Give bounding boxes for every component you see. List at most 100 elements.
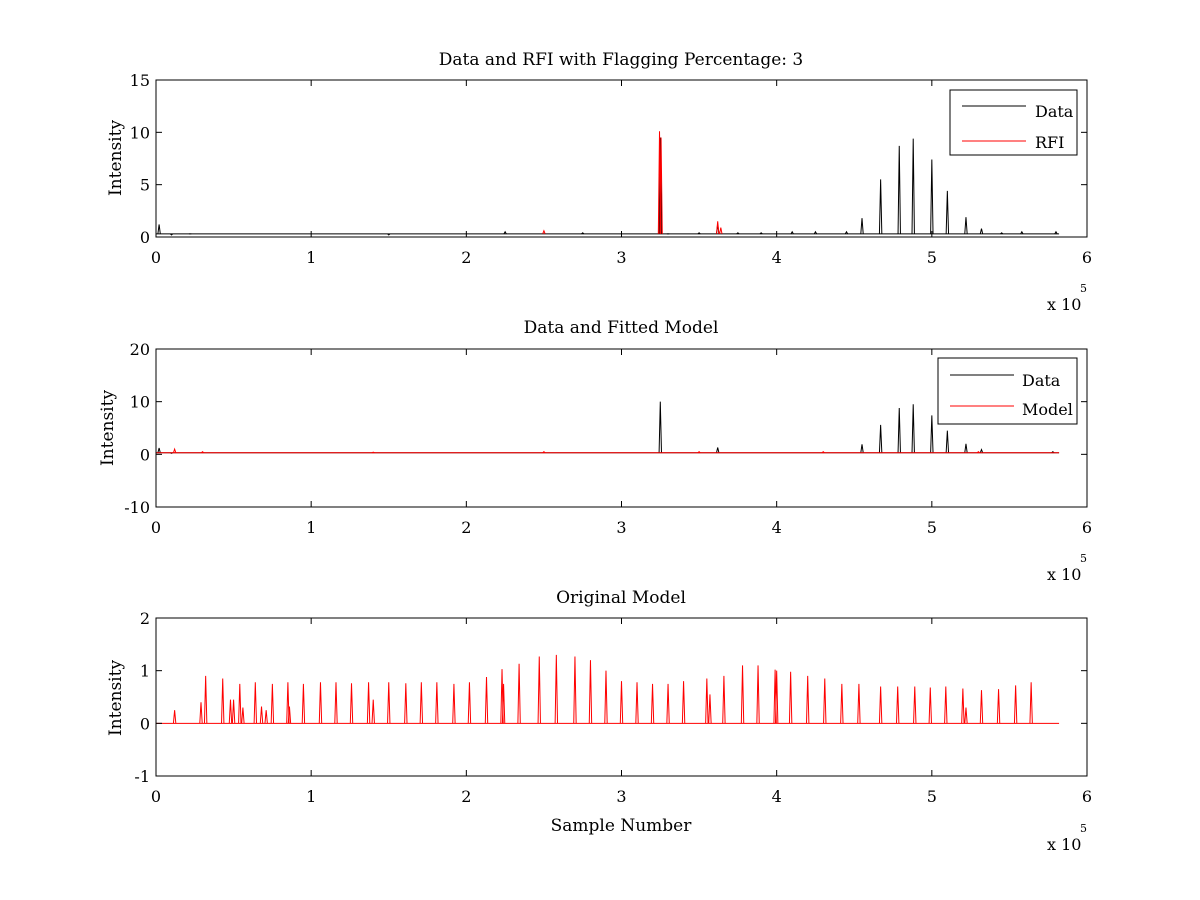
panel-2-model-peak: [821, 451, 825, 454]
panel-3-xticks: 0 1 2 3 4 5 6: [151, 618, 1092, 806]
panel-1-rfi-peak: [542, 229, 546, 235]
panel-1-legend-label-rfi: RFI: [1035, 133, 1064, 152]
panel-3-model-peak: [228, 699, 233, 724]
panel-2-exponent: x 10: [1047, 565, 1081, 584]
panel-3-plot: [156, 654, 1060, 724]
panel-3-model-peak: [334, 682, 338, 724]
panel-3-ytick-label: -1: [134, 767, 150, 786]
panel-2-data-peak: [860, 444, 864, 453]
panel-2-model-peak: [201, 451, 205, 454]
panel-1-xtick-label: 2: [461, 248, 471, 267]
panel-3-model-peak: [238, 683, 242, 724]
panel-2-data-peak: [930, 415, 934, 453]
panel-2-data-peak: [945, 430, 950, 453]
panel-3-xtick-label: 5: [927, 787, 937, 806]
panel-1-legend-box: [949, 89, 1078, 156]
panel-3-model-peak: [231, 699, 236, 724]
panel-3-model-peak: [286, 682, 290, 724]
panel-3-model-peak: [203, 675, 208, 724]
panel-2-xtick-label: 0: [151, 518, 161, 537]
panel-2-model-peak: [976, 451, 980, 454]
panel-1-ytick-label: 0: [140, 228, 150, 247]
panel-1: Data and RFI with Flagging Percentage: 3…: [106, 50, 1092, 314]
panel-3-model-peak: [199, 702, 203, 724]
panel-3-model-peak: [537, 656, 541, 724]
panel-1-data-peak: [503, 230, 507, 235]
panel-1-title: Data and RFI with Flagging Percentage: 3: [439, 50, 803, 70]
panel-3-model-peak: [895, 686, 900, 724]
panel-1-ytick-label: 15: [130, 71, 150, 90]
panel-1-data-peak: [697, 232, 701, 235]
panel-3-model-peak: [756, 665, 760, 724]
panel-1-xtick-label: 1: [306, 248, 316, 267]
panel-2-legend-label-model: Model: [1022, 400, 1073, 419]
panel-3-model-peak: [961, 688, 965, 724]
panel-3-model-peak: [857, 683, 861, 724]
panel-3-exponent: x 10: [1047, 835, 1081, 854]
panel-1-data-peak: [860, 218, 864, 234]
panel-3-model-peak: [573, 656, 577, 724]
panel-2-xtick-label: 1: [306, 518, 316, 537]
panel-2-xtick-label: 2: [461, 518, 471, 537]
panel-3-model-peak: [944, 686, 948, 724]
panel-1-data-peak: [930, 159, 934, 234]
panel-2-data-peak: [878, 424, 883, 453]
panel-1-data-peak: [387, 233, 391, 236]
panel-2-model-peak: [542, 451, 546, 454]
panel-1-data-peak: [911, 138, 915, 234]
panel-3-model-peak: [301, 683, 306, 724]
panel-3-yticks: -1 0 1 2: [134, 609, 1087, 786]
panel-3-model-peak: [241, 707, 245, 724]
panel-3-model-peak: [878, 686, 883, 724]
panel-3-model-peak: [979, 690, 984, 724]
panel-1-xtick-label: 5: [927, 248, 937, 267]
panel-1-legend: Data RFI: [949, 89, 1078, 156]
panel-3-xtick-label: 2: [461, 787, 471, 806]
panel-1-data-peak: [844, 230, 849, 235]
panel-2-xtick-label: 3: [616, 518, 626, 537]
panel-3-model-peak: [419, 682, 424, 724]
panel-1-ytick-label: 5: [140, 176, 150, 195]
panel-2-data-peak: [716, 447, 720, 453]
panel-3-model-peak: [823, 678, 827, 724]
panel-3-model-peak: [840, 683, 844, 724]
panel-3-xtick-label: 1: [306, 787, 316, 806]
panel-3-model-peak: [928, 687, 932, 724]
panel-2-data-peak: [911, 404, 915, 453]
panel-1-xtick-label: 6: [1082, 248, 1092, 267]
panel-2-ytick-label: 0: [140, 445, 150, 464]
panel-3-model-peak: [287, 706, 292, 724]
panel-3-model-peak: [264, 710, 268, 724]
panel-3-model-peak: [635, 682, 639, 724]
panel-3-model-peak: [554, 654, 559, 724]
panel-2-ylabel: Intensity: [98, 390, 118, 466]
panel-3-model-peak: [371, 699, 375, 724]
panel-2-legend: Data Model: [937, 357, 1078, 425]
panel-3-model-peak: [517, 663, 521, 724]
panel-3-exponent-power: 5: [1080, 822, 1087, 835]
panel-3-ytick-label: 0: [140, 714, 150, 733]
panel-2-data-peak: [964, 443, 968, 453]
panel-2-xtick-label: 5: [927, 518, 937, 537]
panel-1-data-peak: [790, 230, 794, 235]
panel-3-model-peak: [705, 678, 709, 724]
panel-1-data-peak: [169, 233, 174, 236]
panel-1-data-peak: [157, 224, 161, 234]
panel-2-legend-label-data: Data: [1022, 371, 1061, 390]
panel-1-data-peak: [581, 232, 585, 235]
panel-2-model-peak: [697, 451, 701, 454]
panel-2-model-peak: [172, 447, 177, 453]
panel-2-data-peak: [979, 448, 984, 453]
panel-2-yticks: -10 0 10 20: [124, 340, 1087, 517]
panel-3-model-peak: [588, 660, 593, 724]
panel-1-data-peak: [813, 230, 818, 235]
panel-3-model-peak: [619, 681, 624, 724]
panel-1-exponent-power: 5: [1080, 282, 1087, 295]
panel-2-legend-box: [937, 357, 1078, 425]
panel-3-model-peak: [221, 678, 225, 724]
panel-2-model-peak: [371, 451, 375, 454]
panel-2-data-peak: [658, 401, 662, 453]
panel-3-model-peak: [467, 682, 472, 724]
panel-1-data-peak: [878, 179, 883, 234]
